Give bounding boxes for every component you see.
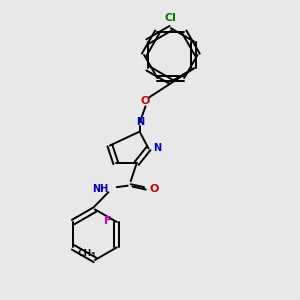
Text: F: F xyxy=(104,216,112,226)
Text: O: O xyxy=(150,184,159,194)
Text: CH₃: CH₃ xyxy=(78,249,96,258)
Text: Cl: Cl xyxy=(165,13,177,23)
Text: N: N xyxy=(153,143,161,153)
Text: N: N xyxy=(136,117,144,128)
Text: NH: NH xyxy=(92,184,108,194)
Text: O: O xyxy=(141,96,150,106)
